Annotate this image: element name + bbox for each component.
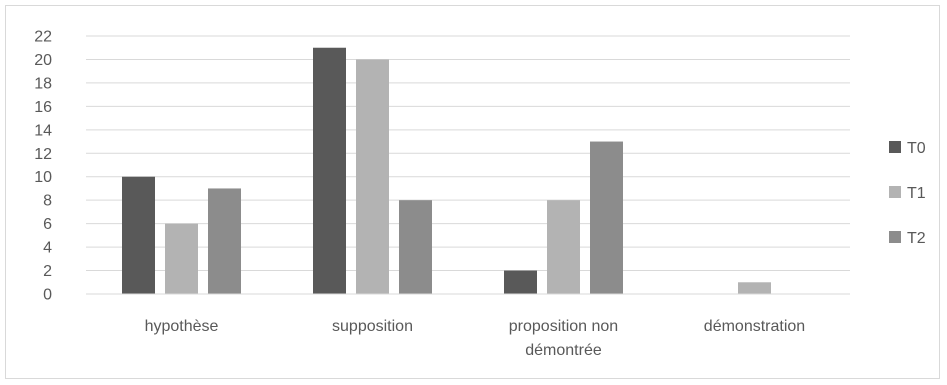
x-category-label: démonstration <box>704 318 805 335</box>
x-category-label: proposition non <box>509 318 618 335</box>
bar-t2-0 <box>208 188 241 294</box>
y-tick-label: 12 <box>34 146 52 163</box>
legend-swatch-t1 <box>889 186 901 198</box>
x-category-label: démontrée <box>525 342 602 359</box>
x-category-label: hypothèse <box>145 318 219 335</box>
bar-t2-1 <box>399 200 432 294</box>
legend-label-t2: T2 <box>907 230 926 247</box>
y-tick-label: 20 <box>34 52 52 69</box>
x-axis-category-labels: hypothèse supposition proposition non démon… <box>145 318 806 359</box>
y-tick-label: 8 <box>43 193 52 210</box>
y-tick-label: 6 <box>43 216 52 233</box>
y-tick-label: 0 <box>43 287 52 304</box>
gridlines <box>86 35 850 272</box>
y-tick-label: 10 <box>34 169 52 186</box>
y-tick-label: 14 <box>34 122 52 139</box>
bar-t1-2 <box>547 200 580 294</box>
y-tick-label: 18 <box>34 75 52 92</box>
y-tick-label: 4 <box>43 240 52 257</box>
bar-t1-0 <box>165 223 198 294</box>
y-axis-tick-labels: 0 2 4 6 8 10 12 14 16 18 20 22 <box>34 29 52 304</box>
legend-label-t0: T0 <box>907 140 926 157</box>
bar-t0-2 <box>504 270 537 294</box>
legend: T0 T1 T2 <box>889 140 926 247</box>
chart-frame <box>5 5 940 379</box>
legend-label-t1: T1 <box>907 185 926 202</box>
bar-t1-3 <box>738 282 771 294</box>
legend-swatch-t2 <box>889 231 901 243</box>
bars <box>122 47 771 295</box>
legend-swatch-t0 <box>889 141 901 153</box>
bar-t0-1 <box>313 47 346 295</box>
y-tick-label: 16 <box>34 99 52 116</box>
y-tick-label: 22 <box>34 29 52 46</box>
y-tick-label: 2 <box>43 263 52 280</box>
bar-t2-2 <box>590 141 623 294</box>
bar-t1-1 <box>356 59 389 294</box>
x-category-label: supposition <box>332 318 413 335</box>
bar-t0-0 <box>122 176 155 294</box>
